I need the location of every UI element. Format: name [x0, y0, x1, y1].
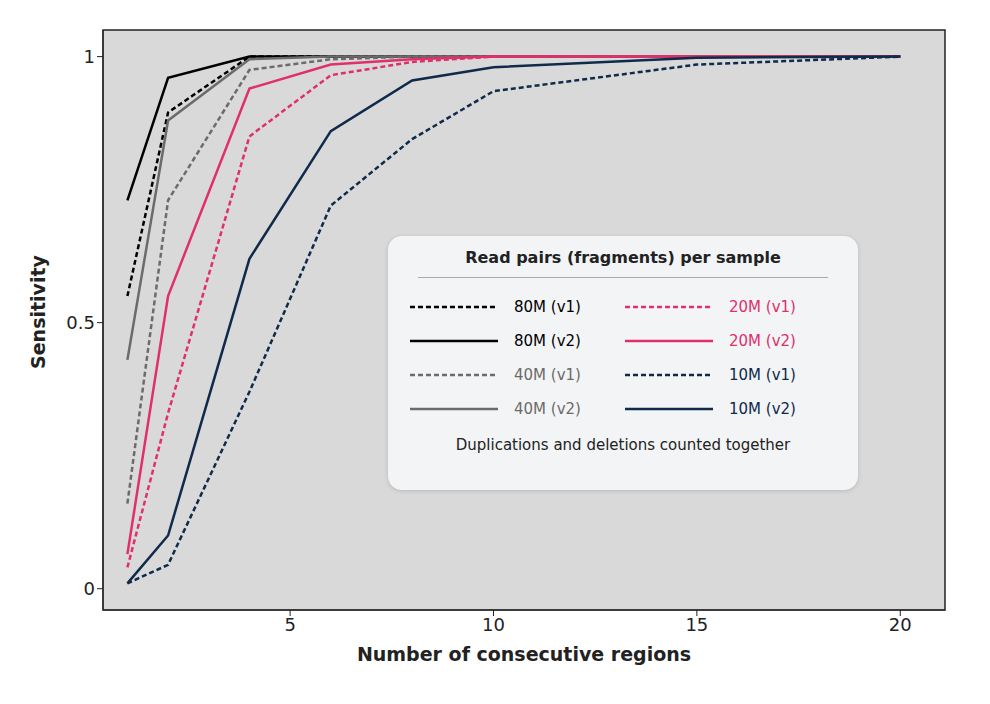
- html-text:Duplications and deletions cou: Duplications and deletions counted toget…: [455, 436, 791, 454]
- svg-text:15: 15: [685, 614, 708, 635]
- svg-text:0: 0: [84, 578, 95, 599]
- html-text:10M (v2): 10M (v2): [729, 400, 796, 418]
- html-text:Number of consecutive regions: Number of consecutive regions: [356, 643, 692, 665]
- html-text:Read pairs (fragments) per sam: Read pairs (fragments) per sample: [465, 248, 781, 267]
- svg-text:1: 1: [84, 46, 95, 67]
- html-text:80M (v1): 80M (v1): [514, 298, 581, 316]
- svg-text:0.5: 0.5: [66, 312, 95, 333]
- html-text:10M (v1): 10M (v1): [729, 366, 796, 384]
- html-text:20M (v2): 20M (v2): [729, 332, 796, 350]
- html-text:40M (v2): 40M (v2): [514, 400, 581, 418]
- svg-text:5: 5: [284, 614, 295, 635]
- svg-text:20: 20: [889, 614, 912, 635]
- svg-text:10: 10: [482, 614, 505, 635]
- html-text:20M (v1): 20M (v1): [729, 298, 796, 316]
- html-text:Sensitivity: Sensitivity: [27, 255, 49, 369]
- html-text:40M (v1): 40M (v1): [514, 366, 581, 384]
- html-text:80M (v2): 80M (v2): [514, 332, 581, 350]
